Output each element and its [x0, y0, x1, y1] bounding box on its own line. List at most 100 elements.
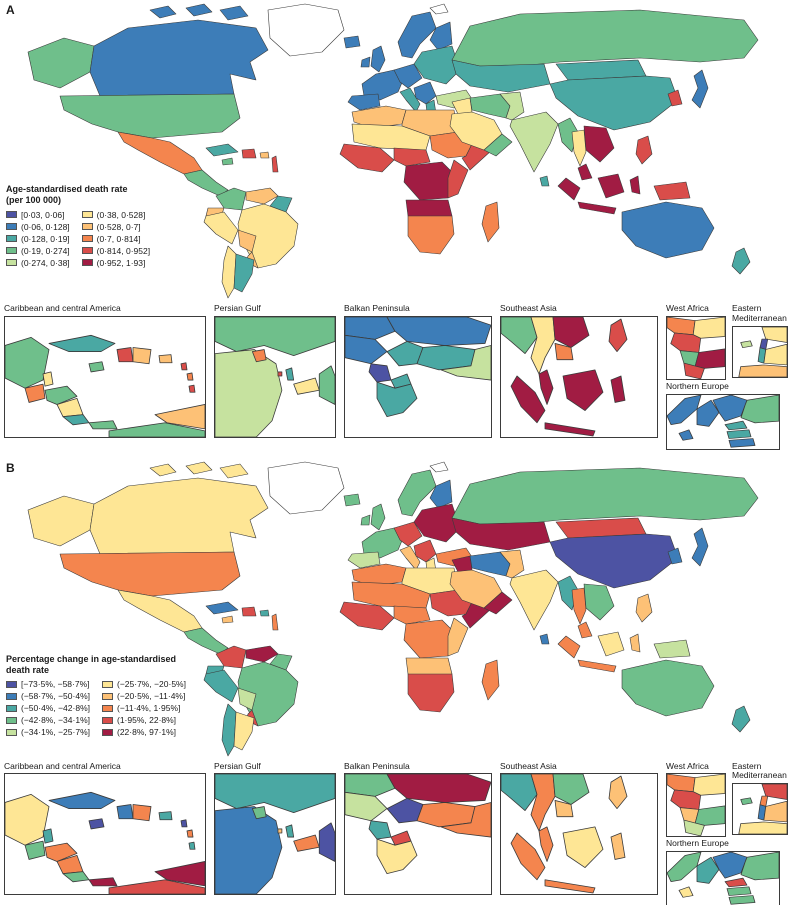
legend-item: (0·274, 0·38] [6, 258, 70, 268]
region-southeast_asia-shape-3 [552, 774, 590, 806]
region-kazakhstan [451, 517, 551, 550]
inset-balkan-a: Balkan Peninsula [344, 302, 492, 438]
legend-label: (−20·5%, −11·4%] [116, 691, 186, 702]
region-east_med-shape-6 [738, 821, 787, 835]
region-west_africa-shape-5 [694, 348, 725, 369]
inset-title-persian-gulf-b: Persian Gulf [214, 760, 261, 771]
inset-map-southeast-asia-b [500, 773, 658, 896]
legend-swatch [81, 247, 93, 254]
legend-label: (0·38, 0·528] [96, 209, 146, 220]
region-southeast_asia-shape-8 [562, 826, 604, 869]
legend-item: (−34·1%, −25·7%] [6, 727, 90, 737]
world-map-a [27, 3, 759, 299]
region-thailand [571, 587, 587, 624]
region-malaysia [577, 621, 593, 638]
region-balkan-shape-9 [440, 344, 491, 381]
legend-a-title-line1: Age-standardised death rate [6, 184, 128, 194]
region-hispaniola [241, 148, 257, 159]
region-central-europe [393, 521, 423, 546]
region-caribbean-shape-9 [154, 403, 205, 430]
legend-item: (−11·4%, 1·95%] [101, 703, 186, 714]
region-persian_gulf-shape-7 [318, 365, 335, 405]
legend-item: (−50·4%, −42·8%] [6, 703, 90, 713]
region-west-africa [339, 143, 395, 173]
legend-swatch [81, 259, 93, 266]
legend-swatch [6, 728, 17, 736]
inset-map-persian-gulf-b [214, 773, 336, 896]
region-new-zealand [731, 247, 751, 275]
inset-title-caribbean-b: Caribbean and central America [4, 760, 121, 771]
inset-title-west-africa-b: West Africa [666, 760, 709, 771]
inset-map-northern-europe-b [666, 851, 780, 905]
region-northern_europe-shape-8 [740, 852, 779, 881]
legend-label: (0·7, 0·814] [96, 233, 141, 244]
inset-map-west-africa-b [666, 773, 726, 838]
region-central-africa [403, 161, 455, 201]
insets-row-a: Caribbean and central America Persian Gu… [0, 300, 789, 450]
legend-label: (−11·4%, 1·95%] [116, 703, 181, 714]
region-caribbean-shape-13 [132, 346, 152, 364]
region-northern_europe-shape-5 [726, 429, 752, 439]
region-mexico [117, 131, 203, 175]
region-southeast_asia-shape-4 [554, 342, 574, 360]
legend-b-title-line2: death rate [6, 664, 50, 675]
legend-swatch [101, 704, 113, 712]
region-persian_gulf-shape-3 [251, 348, 267, 362]
region-central-america [183, 169, 229, 197]
region-southeast_asia-shape-2 [530, 316, 556, 375]
legend-label: (0·19, 0·274] [21, 245, 70, 256]
region-usa [59, 93, 241, 139]
legend-item: (1·95%, 22·8%] [101, 715, 186, 725]
region-finland [429, 21, 453, 51]
region-persian_gulf-shape-1 [215, 774, 335, 814]
region-east_med-shape-2 [761, 326, 787, 343]
region-uk [370, 503, 386, 530]
region-caribbean-shape-6 [62, 413, 90, 425]
region-yemen-oman [483, 133, 513, 157]
world-map-b [27, 461, 759, 756]
inset-map-eastern-mediterranean-a [732, 325, 788, 378]
legend-label: (−42·8%, −34·1%] [21, 715, 90, 726]
region-caribbean-shape-3 [24, 383, 46, 403]
legend-b-items: [−73·5%, −58·7%] (−58·7%, −50·4%] (−50·4%,… [6, 679, 186, 737]
inset-map-balkan-a [344, 315, 492, 438]
region-scandinavia [397, 11, 437, 59]
region-italy [399, 87, 421, 113]
region-balkan-shape-2 [386, 774, 491, 804]
region-balkan-shape-8 [376, 381, 418, 417]
region-india [509, 111, 559, 173]
region-arctic-islands-2 [185, 461, 213, 474]
panel-b: B Percentage change in age-standardised … [0, 458, 789, 758]
region-chile [221, 703, 237, 756]
region-east_med-shape-1 [740, 339, 753, 348]
inset-map-west-africa-a [666, 315, 726, 380]
region-west-africa [339, 601, 395, 630]
panel-a-label: A [6, 3, 15, 17]
legend-label: (0·814, 0·952] [96, 245, 151, 256]
region-russia [451, 467, 759, 524]
inset-southeast-asia-a: Southeast Asia [500, 302, 658, 438]
legend-swatch [6, 680, 17, 688]
region-argentina [233, 253, 255, 293]
region-iceland [343, 35, 361, 49]
legend-item: (−25·7%, −20·5%] [101, 679, 186, 689]
region-caribbean-shape-2 [42, 828, 54, 844]
region-west_africa-shape-3 [670, 332, 702, 353]
region-persian_gulf-shape-6 [293, 834, 320, 852]
inset-title-balkan-b: Balkan Peninsula [344, 760, 410, 771]
region-caribbean-shape-4 [44, 385, 78, 405]
panel-a: A Age-standardised death rate (per 100 0… [0, 0, 789, 300]
legend-b-title: Percentage change in age-standardised de… [6, 654, 186, 677]
region-italy [399, 545, 421, 570]
region-west_africa-shape-6 [683, 819, 705, 837]
legend-swatch [101, 716, 113, 724]
region-caribbean-shape-9 [154, 861, 205, 887]
region-arctic-islands-1 [149, 5, 177, 19]
legend-swatch [6, 259, 17, 266]
region-southeast_asia-shape-2 [530, 774, 556, 832]
region-caribbean-shape-8 [108, 879, 205, 895]
region-northern_europe-shape-6 [728, 895, 756, 905]
region-arctic-islands-3 [219, 463, 249, 478]
inset-west-africa-a: West Africa [666, 302, 726, 380]
region-caribbean-shape-4 [44, 843, 78, 863]
